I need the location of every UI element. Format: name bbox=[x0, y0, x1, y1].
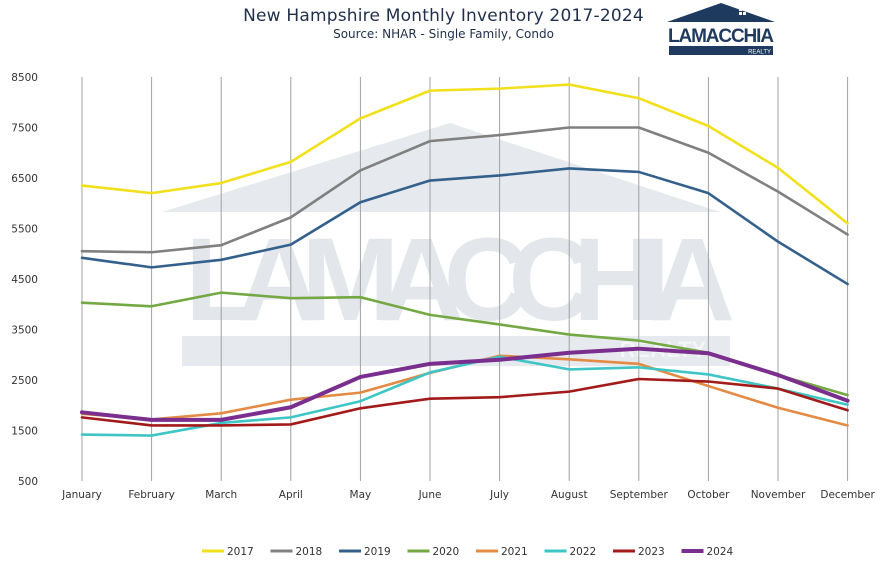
legend: 2017 2018 2019 2020 2021 2022 2023 2024 bbox=[202, 546, 734, 558]
chart-subtitle: Source: NHAR - Single Family, Condo bbox=[333, 27, 554, 41]
y-tick-label: 6500 bbox=[11, 173, 38, 185]
x-tick-label: October bbox=[687, 489, 730, 501]
legend-label-2022: 2022 bbox=[570, 546, 597, 558]
logo-brand: LAMACCHIA bbox=[668, 26, 774, 47]
series-line-2019 bbox=[80, 167, 849, 286]
series-lines bbox=[80, 83, 850, 437]
y-axis: 500 1500 2500 3500 4500 5500 6500 7500 8500 bbox=[11, 72, 38, 488]
y-tick-label: 500 bbox=[18, 476, 38, 488]
x-tick-label: December bbox=[820, 489, 875, 501]
legend-label-2021: 2021 bbox=[501, 546, 528, 558]
x-tick-label: March bbox=[205, 489, 237, 501]
legend-label-2020: 2020 bbox=[433, 546, 460, 558]
series-line-2021 bbox=[80, 354, 849, 427]
series-line-2022 bbox=[80, 355, 849, 437]
logo-tag: REALTY bbox=[748, 50, 771, 56]
x-axis: January February March April May June July Augu… bbox=[61, 489, 875, 501]
legend-label-2019: 2019 bbox=[364, 546, 391, 558]
x-tick-label: July bbox=[489, 489, 509, 501]
chart-header: New Hampshire Monthly Inventory 2017-202… bbox=[0, 6, 882, 41]
y-tick-label: 7500 bbox=[11, 123, 38, 135]
legend-label-2017: 2017 bbox=[227, 546, 254, 558]
series-line-2023 bbox=[80, 377, 849, 427]
gridlines bbox=[81, 77, 849, 481]
y-tick-label: 2500 bbox=[11, 375, 38, 387]
x-tick-label: September bbox=[610, 489, 669, 501]
x-tick-label: May bbox=[350, 489, 372, 501]
x-tick-label: August bbox=[551, 489, 588, 501]
y-tick-label: 5500 bbox=[11, 224, 38, 236]
x-tick-label: November bbox=[751, 489, 806, 501]
x-tick-label: April bbox=[279, 489, 303, 501]
watermark: LAMACCHIA REALTY bbox=[162, 123, 735, 366]
y-tick-label: 3500 bbox=[11, 325, 38, 337]
y-tick-label: 1500 bbox=[11, 426, 38, 438]
legend-label-2018: 2018 bbox=[296, 546, 323, 558]
lamacchia-logo: LAMACCHIA REALTY bbox=[667, 3, 775, 56]
series-line-2017 bbox=[80, 83, 849, 225]
legend-label-2023: 2023 bbox=[638, 546, 665, 558]
series-line-2018 bbox=[80, 126, 849, 254]
x-tick-label: February bbox=[128, 489, 175, 501]
y-tick-label: 4500 bbox=[11, 274, 38, 286]
legend-label-2024: 2024 bbox=[707, 546, 734, 558]
y-tick-label: 8500 bbox=[11, 72, 38, 84]
logo-roof bbox=[667, 3, 775, 22]
x-tick-label: January bbox=[61, 489, 102, 501]
chart-title: New Hampshire Monthly Inventory 2017-202… bbox=[243, 6, 644, 26]
watermark-text: LAMACCHIA bbox=[185, 214, 735, 346]
x-tick-label: June bbox=[418, 489, 442, 501]
watermark-roof bbox=[162, 123, 720, 212]
series-line-2024 bbox=[80, 346, 850, 422]
